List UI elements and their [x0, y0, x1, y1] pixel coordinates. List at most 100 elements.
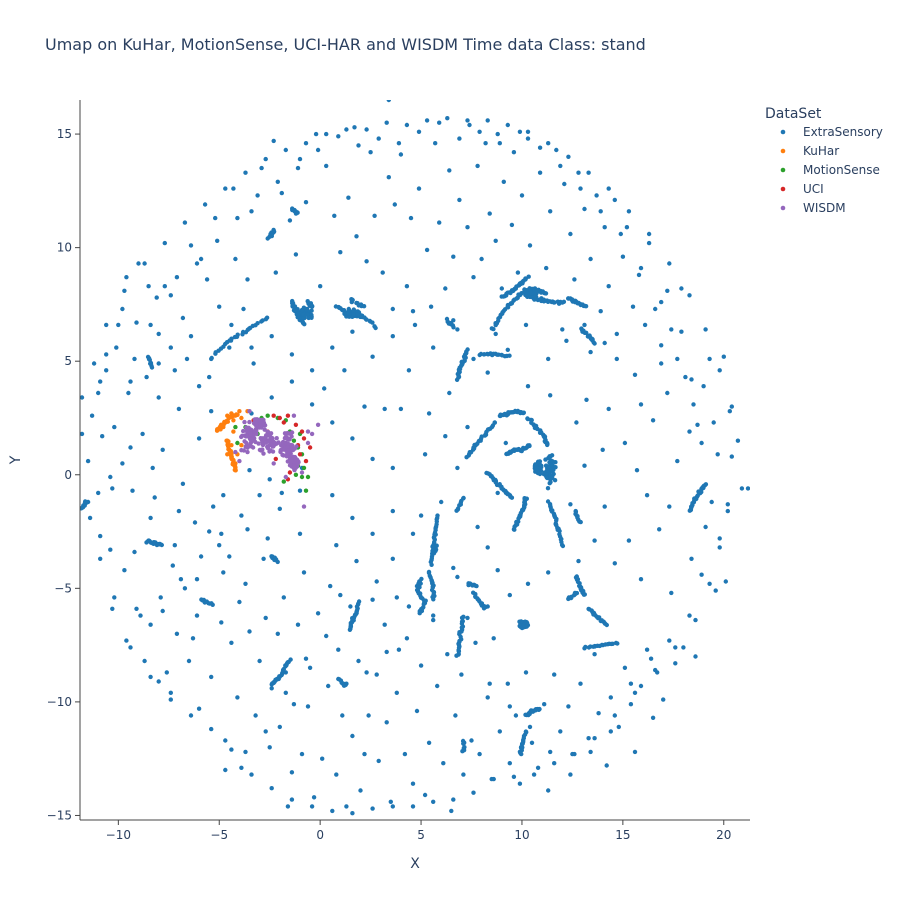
legend-label-motionsense: MotionSense — [803, 163, 880, 177]
data-point-extrasensory — [650, 715, 656, 720]
data-point-extrasensory — [410, 781, 416, 786]
data-point-uci — [273, 456, 278, 462]
data-point-motionsense — [299, 474, 305, 480]
data-point-extrasensory — [485, 695, 490, 700]
data-point-extrasensory — [414, 708, 420, 714]
data-point-extrasensory — [346, 311, 351, 316]
data-point-extrasensory — [638, 265, 644, 271]
data-point-extrasensory — [188, 243, 194, 248]
data-point-extrasensory — [380, 270, 385, 275]
data-point-extrasensory — [525, 129, 531, 134]
data-point-extrasensory — [497, 141, 502, 146]
data-point-extrasensory — [196, 436, 202, 441]
data-point-extrasensory — [588, 749, 593, 755]
data-point-extrasensory — [243, 749, 248, 755]
data-point-extrasensory — [584, 397, 589, 402]
data-point-extrasensory — [223, 738, 228, 743]
data-point-extrasensory — [150, 465, 155, 471]
data-point-extrasensory — [168, 690, 173, 695]
data-point-extrasensory — [451, 565, 456, 571]
data-point-extrasensory — [537, 170, 543, 175]
data-point-extrasensory — [509, 495, 515, 500]
data-point-extrasensory — [582, 206, 587, 212]
data-point-extrasensory — [424, 247, 430, 253]
data-point-extrasensory — [443, 286, 448, 291]
data-point-extrasensory — [492, 420, 497, 425]
data-point-extrasensory — [701, 384, 706, 389]
data-point-extrasensory — [636, 272, 642, 278]
data-point-extrasensory — [457, 136, 462, 141]
data-point-extrasensory — [439, 499, 444, 505]
data-point-extrasensory — [509, 222, 515, 228]
data-point-extrasensory — [687, 429, 692, 434]
data-point-extrasensory — [227, 554, 232, 559]
data-point-extrasensory — [574, 420, 579, 425]
data-point-extrasensory — [412, 322, 418, 328]
data-point-extrasensory — [228, 338, 234, 343]
data-point-extrasensory — [586, 170, 591, 175]
data-point-extrasensory — [430, 544, 435, 549]
data-point-extrasensory — [638, 402, 644, 407]
data-point-extrasensory — [180, 315, 186, 321]
data-point-extrasensory — [267, 745, 272, 750]
data-point-extrasensory — [576, 558, 581, 564]
data-point-extrasensory — [445, 652, 450, 657]
data-point-extrasensory — [495, 490, 500, 496]
data-point-extrasensory — [354, 558, 359, 564]
data-point-extrasensory — [370, 456, 375, 462]
data-point-extrasensory — [524, 292, 530, 297]
data-point-wisdm — [286, 441, 291, 447]
data-point-extrasensory — [390, 465, 395, 471]
data-point-extrasensory — [247, 629, 252, 634]
data-point-extrasensory — [447, 168, 452, 173]
data-point-extrasensory — [507, 704, 512, 709]
data-point-extrasensory — [598, 309, 603, 314]
data-point-wisdm — [283, 435, 288, 440]
data-point-extrasensory — [313, 131, 319, 137]
data-point-extrasensory — [592, 652, 597, 657]
data-point-extrasensory — [338, 250, 343, 255]
data-point-extrasensory — [168, 697, 173, 702]
data-point-extrasensory — [517, 129, 523, 134]
data-point-extrasensory — [568, 231, 573, 237]
data-point-extrasensory — [261, 556, 266, 561]
data-point-extrasensory — [681, 645, 686, 650]
data-point-extrasensory — [457, 197, 462, 203]
data-point-extrasensory — [289, 770, 295, 775]
data-point-extrasensory — [699, 572, 704, 577]
chart-title: Umap on KuHar, MotionSense, UCI-HAR and … — [45, 35, 646, 54]
data-point-extrasensory — [576, 170, 581, 175]
data-point-extrasensory — [188, 334, 194, 339]
data-point-extrasensory — [376, 136, 381, 141]
data-point-extrasensory — [557, 528, 562, 534]
data-point-extrasensory — [451, 325, 456, 330]
data-point-extrasensory — [689, 556, 694, 561]
data-point-extrasensory — [162, 284, 167, 289]
data-point-extrasensory — [269, 395, 274, 400]
data-point-extrasensory — [136, 261, 141, 266]
data-point-extrasensory — [366, 713, 371, 718]
data-point-motionsense — [291, 438, 297, 443]
data-point-extrasensory — [330, 808, 335, 814]
data-point-extrasensory — [574, 590, 580, 596]
data-point-extrasensory — [447, 390, 452, 396]
data-point-extrasensory — [410, 804, 416, 809]
data-point-extrasensory — [703, 327, 708, 332]
data-point-wisdm — [245, 449, 250, 455]
data-point-extrasensory — [301, 570, 307, 575]
data-point-extrasensory — [245, 277, 250, 282]
data-point-extrasensory — [523, 322, 529, 328]
data-point-extrasensory — [592, 538, 597, 543]
data-point-extrasensory — [172, 543, 177, 548]
data-point-extrasensory — [525, 581, 531, 586]
data-point-extrasensory — [271, 138, 276, 144]
data-point-extrasensory — [96, 390, 101, 396]
data-point-extrasensory — [519, 751, 524, 757]
data-point-wisdm — [256, 417, 261, 423]
data-point-extrasensory — [471, 275, 476, 280]
data-point-extrasensory — [304, 312, 310, 317]
data-point-extrasensory — [392, 202, 397, 207]
data-point-extrasensory — [657, 527, 662, 532]
data-point-extrasensory — [148, 322, 153, 328]
legend-marker-motionsense — [780, 167, 786, 173]
